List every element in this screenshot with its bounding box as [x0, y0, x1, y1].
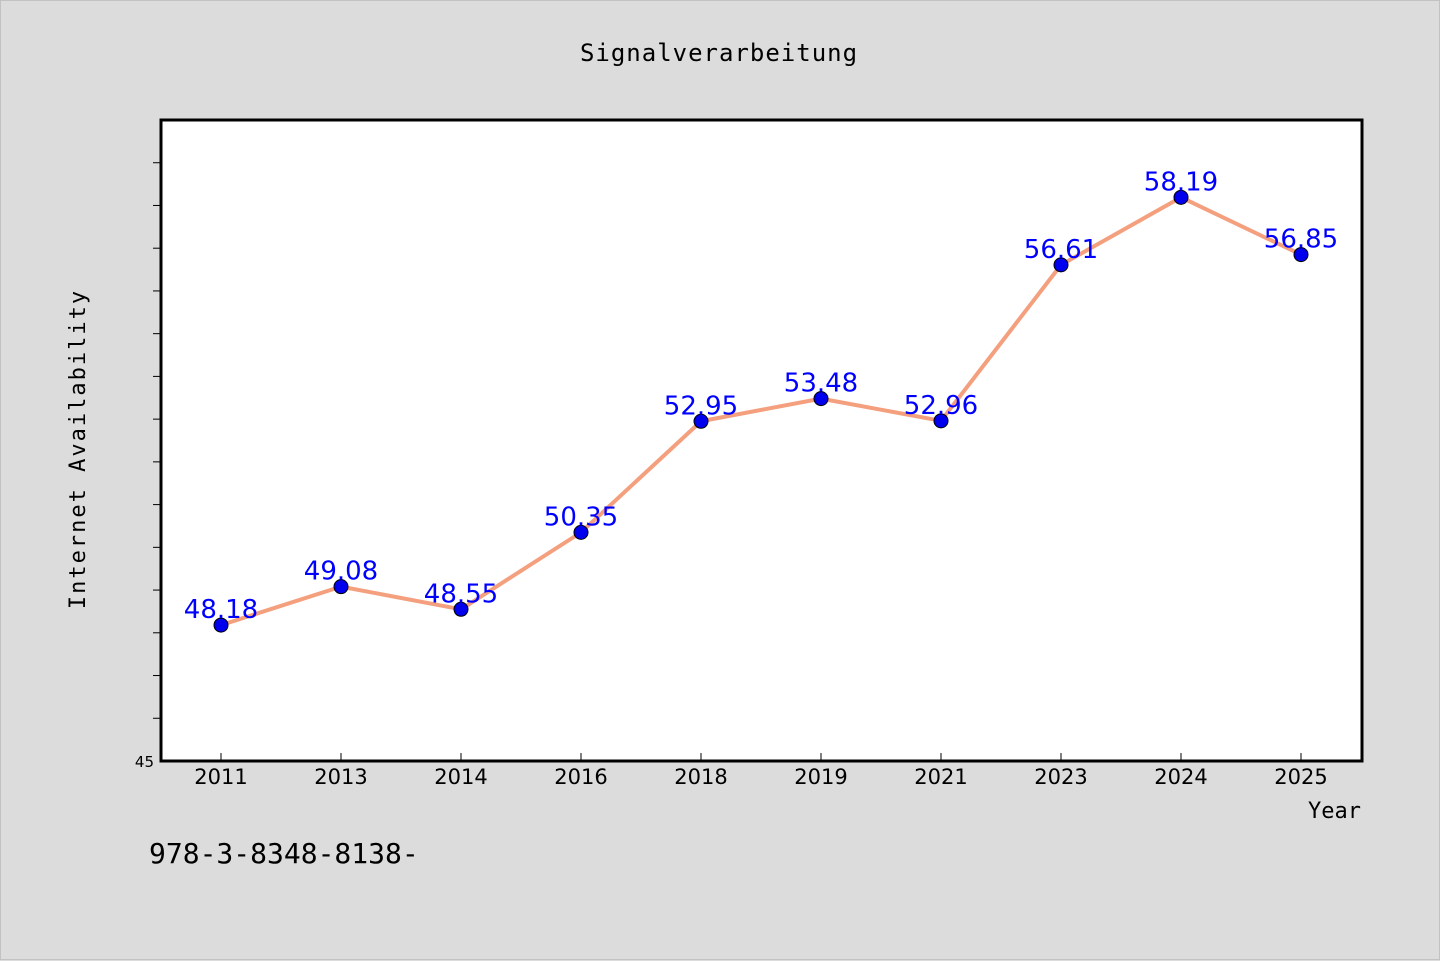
data-label: 52.95	[664, 391, 738, 421]
data-point	[813, 391, 829, 407]
x-tick-label: 2025	[1274, 765, 1327, 789]
series-line	[220, 195, 1302, 628]
data-point	[693, 413, 709, 429]
x-tick-label: 2024	[1154, 765, 1207, 789]
x-tick-label: 2019	[794, 765, 847, 789]
x-axis-tick-labels: 2011 2013 2014 2016 2018 2019 2021 2023 2024 2025	[194, 765, 1327, 789]
data-label: 48.18	[184, 595, 258, 625]
y-axis-ticks	[153, 162, 160, 719]
x-tick-label: 2021	[914, 765, 967, 789]
data-point	[1053, 257, 1069, 273]
x-tick-label: 2023	[1034, 765, 1087, 789]
y-axis-label: Internet Availability	[66, 289, 91, 609]
x-tick-label: 2018	[674, 765, 727, 789]
data-label: 53.48	[784, 369, 858, 399]
data-label: 50.35	[544, 502, 618, 532]
data-label: 58.19	[1144, 167, 1218, 197]
chart-title: Signalverarbeitung	[580, 39, 858, 67]
x-tick-label: 2014	[434, 765, 487, 789]
data-label: 56.85	[1264, 225, 1338, 255]
data-point	[213, 617, 229, 633]
data-label: 49.08	[304, 557, 378, 587]
x-tick-label: 2013	[314, 765, 367, 789]
data-point	[453, 601, 469, 617]
x-tick-label: 2016	[554, 765, 607, 789]
data-label: 52.96	[904, 391, 978, 421]
footer-code: 978-3-8348-8138-	[149, 837, 419, 870]
x-axis-label: Year	[1308, 799, 1361, 824]
data-label: 48.55	[424, 579, 498, 609]
data-labels: 48.18 49.08 48.55 50.35 52.95 53.48 52.96 56.61…	[184, 167, 1338, 625]
x-tick-label: 2011	[194, 765, 247, 789]
series-markers	[213, 189, 1309, 633]
y-tick-label: 45	[135, 753, 154, 771]
data-point	[933, 413, 949, 429]
x-axis-ticks	[220, 753, 1302, 761]
data-point	[1293, 247, 1309, 263]
data-point	[1173, 189, 1189, 205]
plot-area	[159, 118, 1364, 763]
data-label: 56.61	[1024, 235, 1098, 265]
data-point	[573, 524, 589, 540]
data-point	[333, 579, 349, 595]
